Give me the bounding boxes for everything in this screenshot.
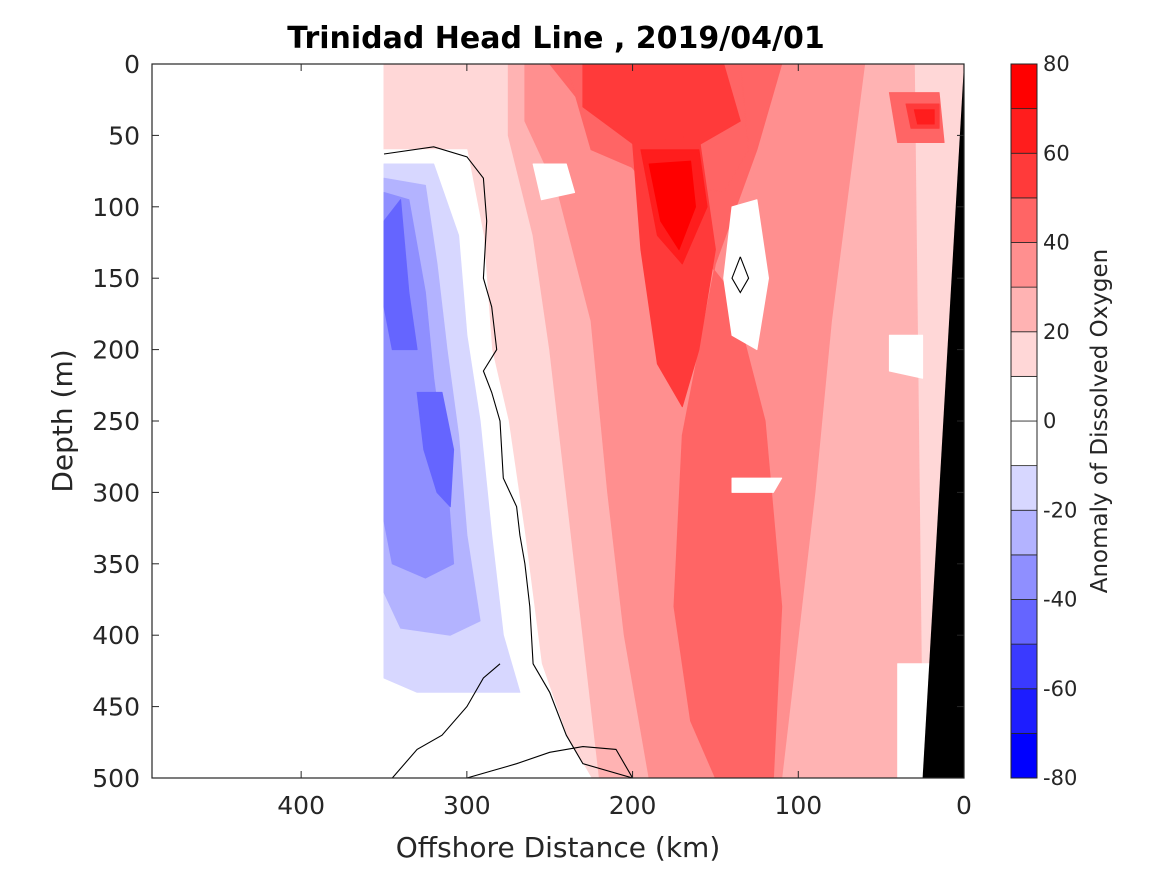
y-tick-label: 200 bbox=[92, 336, 140, 365]
colorbar: 80 60 40 20 0 -20 -40 -60 -80 bbox=[1010, 52, 1077, 790]
y-axis-label: Depth (m) bbox=[46, 349, 79, 492]
y-tick-label: 150 bbox=[92, 264, 140, 293]
field-zero-d bbox=[888, 334, 924, 379]
field-nearshore-65 bbox=[913, 109, 935, 125]
colorbar-segment bbox=[1010, 375, 1038, 422]
y-tick-label: 400 bbox=[92, 621, 140, 650]
colorbar-segment bbox=[1010, 152, 1038, 199]
colorbar-segment bbox=[1010, 554, 1038, 600]
colorbar-segment bbox=[1010, 331, 1038, 377]
colorbar-tick-label: 20 bbox=[1043, 320, 1070, 344]
field-pos-75 bbox=[648, 160, 696, 251]
x-axis-label: Offshore Distance (km) bbox=[396, 831, 721, 864]
y-tick-label: 50 bbox=[108, 121, 140, 150]
plot-area bbox=[152, 64, 964, 778]
x-tick-label: 0 bbox=[956, 791, 972, 820]
y-tick-label: 500 bbox=[92, 764, 140, 793]
field-zero-e bbox=[731, 477, 783, 493]
y-tick-label: 350 bbox=[92, 550, 140, 579]
field-zero-a bbox=[723, 199, 769, 351]
colorbar-segment bbox=[1010, 509, 1038, 556]
zero-contour-c bbox=[466, 746, 634, 778]
field-pos-45a bbox=[549, 64, 783, 778]
colorbar-segment bbox=[1010, 197, 1038, 243]
chart-title: Trinidad Head Line , 2019/04/01 bbox=[287, 21, 824, 56]
colorbar-segment bbox=[1010, 108, 1038, 154]
x-tick-label: 400 bbox=[277, 791, 325, 820]
y-tick-label: 100 bbox=[92, 193, 140, 222]
colorbar-label: Anomaly of Dissolved Oxygen bbox=[1087, 249, 1113, 594]
colorbar-segment bbox=[1010, 63, 1038, 110]
colorbar-segment bbox=[1010, 688, 1038, 734]
colorbar-segment bbox=[1010, 643, 1038, 690]
colorbar-tick-label: -40 bbox=[1043, 588, 1077, 612]
zero-contour-d bbox=[731, 256, 750, 294]
colorbar-tick-label: -80 bbox=[1043, 766, 1077, 790]
colorbar-tick-label: 60 bbox=[1043, 141, 1070, 165]
y-tick-label: 0 bbox=[124, 50, 140, 79]
colorbar-tick-label: 40 bbox=[1043, 231, 1070, 255]
seafloor-fill bbox=[922, 64, 964, 778]
x-tick-label: 100 bbox=[774, 791, 822, 820]
colorbar-tick-label: 0 bbox=[1043, 409, 1056, 433]
field-neg-45a bbox=[383, 199, 418, 351]
colorbar-segment bbox=[1010, 286, 1038, 333]
colorbar-tick-label: -20 bbox=[1043, 498, 1077, 522]
field-neg-45b bbox=[416, 391, 455, 508]
colorbar-segment bbox=[1010, 242, 1038, 288]
y-axis: 0 50 100 150 200 250 300 350 400 450 500 bbox=[92, 50, 964, 793]
x-axis: 400 300 200 100 0 bbox=[277, 64, 972, 820]
field-zero-b bbox=[532, 163, 576, 201]
y-tick-label: 300 bbox=[92, 478, 140, 507]
colorbar-segment bbox=[1010, 599, 1038, 645]
zero-contour-b bbox=[391, 663, 501, 778]
colorbar-segment bbox=[1010, 465, 1038, 511]
x-tick-label: 300 bbox=[443, 791, 491, 820]
colorbar-segment bbox=[1010, 732, 1038, 779]
zero-contour-a bbox=[383, 146, 633, 778]
y-tick-label: 450 bbox=[92, 693, 140, 722]
x-tick-label: 200 bbox=[609, 791, 657, 820]
colorbar-tick-label: -60 bbox=[1043, 677, 1077, 701]
y-tick-label: 250 bbox=[92, 407, 140, 436]
colorbar-frame bbox=[1010, 63, 1038, 779]
colorbar-tick-label: 80 bbox=[1043, 52, 1070, 76]
colorbar-segment bbox=[1010, 420, 1038, 467]
